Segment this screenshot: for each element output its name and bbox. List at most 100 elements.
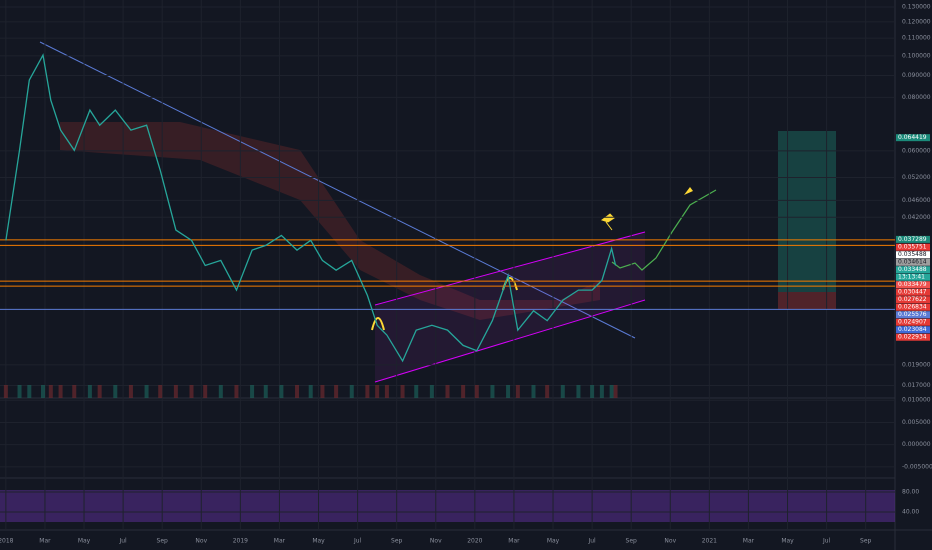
volume-bar	[144, 385, 149, 398]
volume-bar	[560, 385, 565, 398]
x-tick-label: Mar	[508, 538, 520, 545]
y-tick-label: 80.00	[902, 489, 919, 496]
x-tick-label: 2019	[233, 538, 248, 545]
y-tick-label: 0.019000	[902, 361, 931, 368]
volume-bar	[87, 385, 92, 398]
stop-zone	[778, 292, 836, 309]
volume-bar	[320, 385, 325, 398]
volume-bar	[189, 385, 194, 398]
volume-bar	[375, 385, 380, 398]
target-zone	[778, 131, 836, 292]
volume-bar	[609, 385, 614, 398]
y-tick-label: 0.052000	[902, 174, 931, 181]
volume-bar	[308, 385, 313, 398]
price-tag-bg	[896, 251, 930, 259]
projection-arrow	[611, 189, 717, 271]
y-tick-label: 0.046000	[902, 197, 931, 204]
volume-bar	[515, 385, 520, 398]
price-tag-bg	[896, 134, 930, 142]
price-tag-bg	[896, 326, 930, 334]
volume-bar	[429, 385, 434, 398]
channel-top	[374, 231, 646, 306]
volume-bar	[218, 385, 223, 398]
channel-bottom	[374, 299, 646, 383]
y-tick-label: 0.090000	[902, 72, 931, 79]
volume-bar	[48, 385, 53, 398]
volume-bar	[173, 385, 178, 398]
volume-bar	[295, 385, 300, 398]
price-tag-bg	[896, 281, 930, 289]
price-tag: 0.064419	[898, 134, 927, 141]
channel-fill	[375, 232, 645, 382]
price-tag-bg	[896, 333, 930, 341]
price-tag: 0.030447	[898, 289, 927, 296]
price-tag: 0.022934	[898, 334, 927, 341]
price-tag-bg	[896, 243, 930, 251]
volume-bar	[158, 385, 163, 398]
arc-marker	[371, 317, 385, 331]
x-tick-label: Sep	[157, 538, 169, 545]
downtrend-line	[39, 41, 636, 339]
volume-bar	[113, 385, 118, 398]
price-tag: 0.023084	[898, 326, 927, 333]
hammer-icon	[600, 213, 615, 231]
x-tick-label: Mar	[39, 538, 51, 545]
x-tick-label: Jul	[587, 538, 596, 545]
volume-bar	[203, 385, 208, 398]
volume-bar	[349, 385, 354, 398]
price-line	[5, 53, 617, 363]
volume-bar	[531, 385, 536, 398]
x-tick-label: May	[547, 538, 560, 545]
x-tick-label: 2020	[467, 538, 482, 545]
volume-bar	[27, 385, 32, 398]
x-tick-label: May	[781, 538, 794, 545]
volume-bar	[474, 385, 479, 398]
y-tick-label: 0.017000	[902, 382, 931, 389]
volume-bar	[40, 385, 45, 398]
y-tick-label: 0.010000	[902, 397, 931, 404]
volume-bar	[461, 385, 466, 398]
x-tick-label: 2018	[0, 538, 14, 545]
price-tag: 0.034614	[898, 259, 927, 266]
volume-bar	[250, 385, 255, 398]
rsi-band	[0, 490, 895, 522]
y-tick-label: 0.130000	[902, 4, 931, 11]
price-tag: 0.027622	[898, 296, 927, 303]
x-tick-label: Mar	[743, 538, 755, 545]
volume-bar	[506, 385, 511, 398]
x-tick-label: Mar	[274, 538, 286, 545]
volume-bar	[58, 385, 63, 398]
price-tag-bg	[896, 311, 930, 319]
y-tick-label: 0.080000	[902, 94, 931, 101]
volume-bar	[414, 385, 419, 398]
price-tag-bg	[896, 258, 930, 266]
x-tick-label: Sep	[626, 538, 638, 545]
volume-bar	[400, 385, 405, 398]
x-tick-label: Nov	[195, 538, 207, 545]
x-tick-label: Sep	[391, 538, 403, 545]
x-tick-label: 2021	[702, 538, 717, 545]
volume-bar	[279, 385, 284, 398]
x-tick-label: Nov	[430, 538, 442, 545]
x-tick-label: May	[312, 538, 325, 545]
volume-bar	[576, 385, 581, 398]
volume-bar	[263, 385, 268, 398]
volume-bar	[234, 385, 239, 398]
volume-bar	[128, 385, 133, 398]
price-tag: 0.035751	[898, 244, 927, 251]
price-tag: 0.025576	[898, 311, 927, 318]
y-tick-label: 0.005000	[902, 419, 931, 426]
y-tick-label: 0.110000	[902, 35, 931, 42]
volume-bar	[599, 385, 604, 398]
y-tick-label: 0.100000	[902, 52, 931, 59]
countdown: 13:13:41	[898, 274, 925, 281]
volume-bar	[445, 385, 450, 398]
rocket-icon	[684, 187, 693, 195]
volume-bar	[490, 385, 495, 398]
price-tag-bg	[896, 288, 930, 296]
x-tick-label: May	[78, 538, 91, 545]
ichimoku-cloud	[60, 122, 600, 320]
price-tag: 0.024907	[898, 319, 927, 326]
